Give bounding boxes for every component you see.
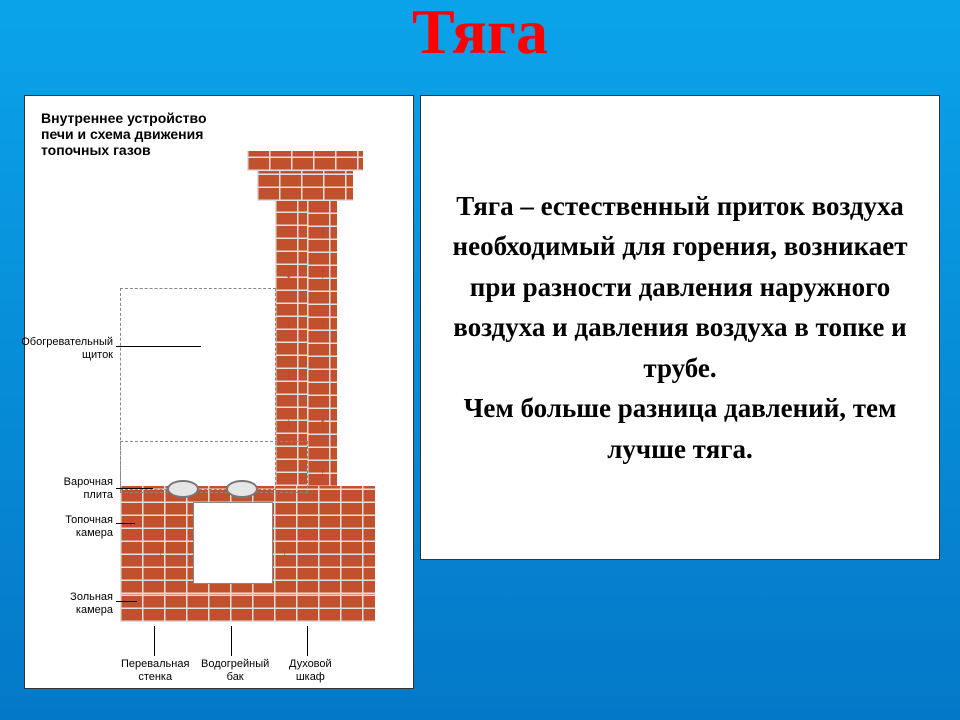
flow-arrow-down-icon: ↓ [285,316,293,331]
leader-line [231,626,232,656]
label-partition-wall: Перевальнаястенка [121,658,189,683]
structure-outline [120,441,308,493]
brick-block [247,151,363,171]
firebox [193,502,273,584]
brick-block [257,169,353,201]
flow-arrow-down-icon: ↓ [285,266,293,281]
label-water-tank: Водогрейныйбак [201,658,269,683]
flow-arrow-up-icon: ↑ [319,226,327,241]
flow-arrow-down-icon: ↓ [285,416,293,431]
leader-line [116,488,153,489]
slide-title: Тяга [0,0,960,69]
brick-block [120,594,375,622]
label-heating-shield: Обогревательныйщиток [21,336,113,361]
leader-line [116,523,135,524]
label-oven: Духовойшкаф [289,658,332,683]
leader-line [116,601,137,602]
label-fire-chamber: Топочнаякамера [65,514,113,539]
flow-arrow-down-icon: ↓ [285,366,293,381]
leader-line [154,626,155,656]
flow-arrow-up-icon: ↑ [157,546,165,561]
flow-arrow-up-icon: ↑ [281,546,289,561]
definition-text: Тяга – естественный приток воздуха необх… [441,186,919,470]
flow-arrow-up-icon: ↑ [319,316,327,331]
leader-line [307,626,308,656]
definition-panel: Тяга – естественный приток воздуха необх… [420,95,940,560]
flow-arrow-up-icon: ↑ [319,266,327,281]
flow-arrow-up-icon: ↑ [319,366,327,381]
burner-ring [226,480,258,498]
stove-diagram: Внутреннее устройствопечи и схема движен… [25,96,413,688]
burner-ring [167,480,199,498]
flow-arrow-up-icon: ↑ [319,416,327,431]
diagram-panel: Внутреннее устройствопечи и схема движен… [24,95,414,689]
slide: Тяга Внутреннее устройствопечи и схема д… [0,0,960,720]
flow-arrow-up-icon: ↑ [319,466,327,481]
label-ash-chamber: Зольнаякамера [70,591,113,616]
diagram-caption: Внутреннее устройствопечи и схема движен… [41,110,207,158]
label-cook-plate: Варочнаяплита [64,476,113,501]
leader-line [116,346,201,347]
